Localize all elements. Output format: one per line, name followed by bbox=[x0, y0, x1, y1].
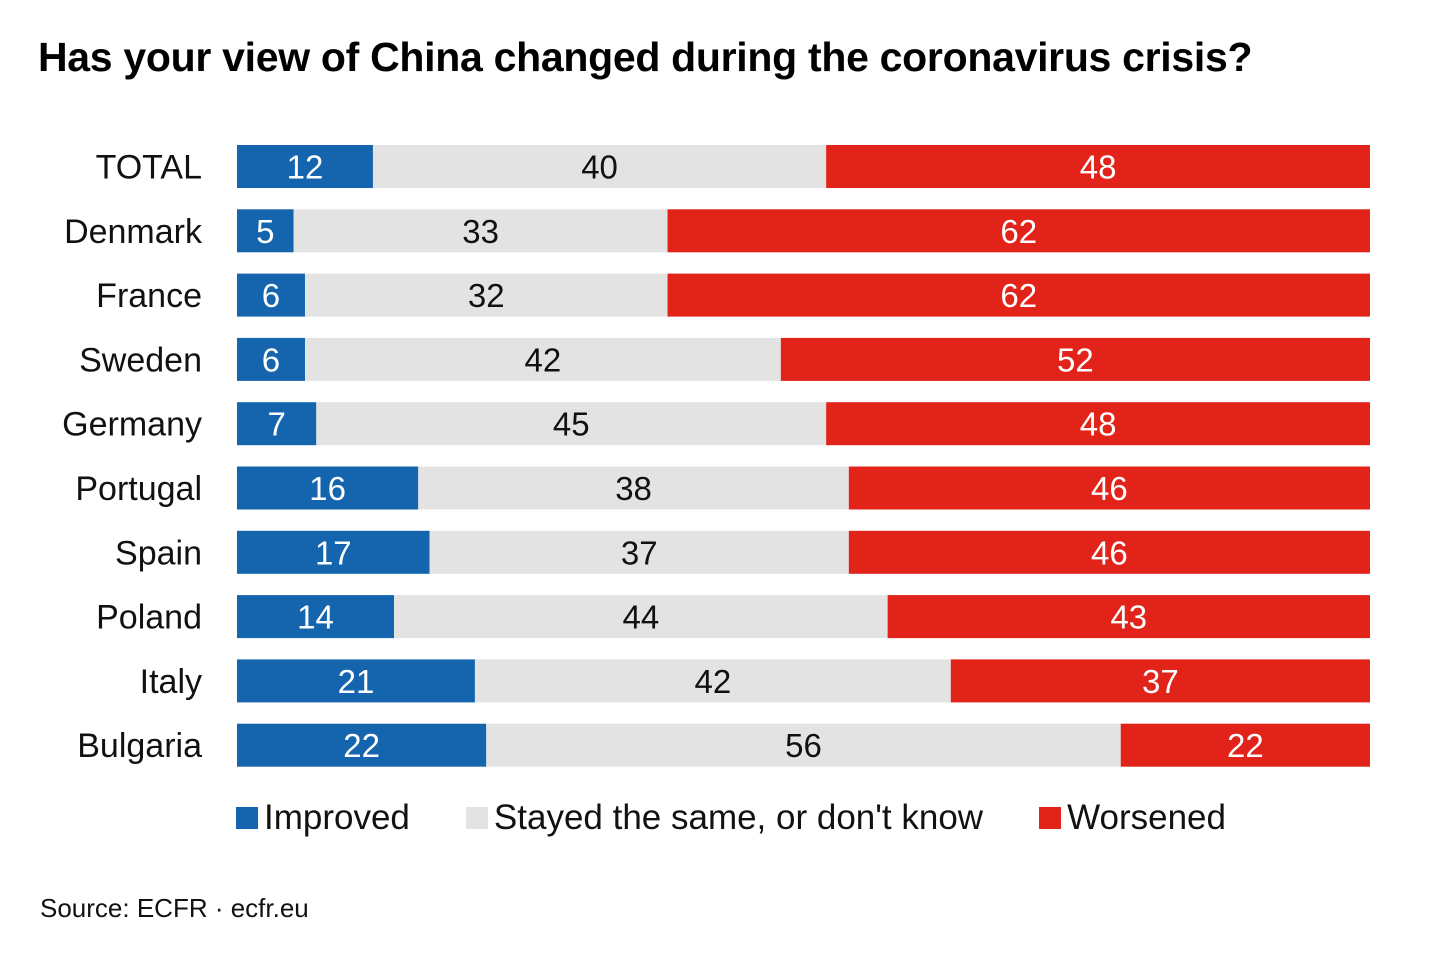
bar-sweden-stayed-same bbox=[304, 337, 781, 381]
value-label-total-worsened: 48 bbox=[1080, 149, 1117, 186]
bar-total-worsened bbox=[826, 145, 1370, 188]
legend-item-stayed-same: Stayed the same, or don't know bbox=[465, 798, 984, 838]
bar-poland-stayed-same bbox=[394, 595, 888, 639]
bar-portugal-worsened bbox=[848, 466, 1370, 510]
value-label-france-worsened: 62 bbox=[1000, 277, 1037, 314]
bar-sweden-worsened bbox=[780, 337, 1370, 381]
bar-portugal-improved bbox=[237, 466, 419, 510]
category-label-sweden: Sweden bbox=[79, 341, 202, 379]
value-label-france-stayed-same: 32 bbox=[468, 277, 505, 314]
legend-label-improved: Improved bbox=[264, 798, 410, 837]
bar-poland-worsened bbox=[887, 595, 1370, 639]
category-label-germany: Germany bbox=[62, 406, 202, 444]
stacked-bar-chart: TOTAL 12 40 48 Denmark 5 33 62 France 6 32 62 Sweden… bbox=[62, 145, 1370, 767]
value-label-poland-improved: 14 bbox=[297, 599, 334, 636]
value-label-portugal-stayed-same: 38 bbox=[615, 470, 652, 507]
legend-item-worsened: Worsened bbox=[1039, 798, 1226, 838]
source-note: Source: ECFR · ecfr.eu bbox=[40, 893, 309, 923]
value-label-portugal-improved: 16 bbox=[309, 470, 346, 507]
bar-italy-stayed-same bbox=[474, 659, 951, 703]
value-label-italy-stayed-same: 42 bbox=[695, 663, 732, 700]
category-label-total: TOTAL bbox=[96, 149, 202, 187]
bar-bulgaria-worsened bbox=[1120, 723, 1370, 767]
category-label-spain: Spain bbox=[115, 534, 202, 572]
value-label-france-improved: 6 bbox=[262, 277, 280, 314]
category-label-france: France bbox=[96, 277, 202, 315]
value-label-spain-improved: 17 bbox=[315, 534, 352, 571]
bar-france-stayed-same bbox=[304, 273, 668, 317]
bar-denmark-improved bbox=[237, 209, 294, 253]
value-label-denmark-improved: 5 bbox=[256, 213, 274, 250]
legend-swatch-worsened bbox=[1039, 807, 1062, 829]
value-label-italy-worsened: 37 bbox=[1142, 663, 1179, 700]
bar-germany-improved bbox=[237, 402, 317, 446]
bar-sweden-improved bbox=[237, 337, 305, 381]
bar-spain-improved bbox=[237, 530, 430, 574]
bar-total-stayed-same bbox=[372, 145, 827, 188]
value-label-sweden-improved: 6 bbox=[262, 341, 280, 378]
legend-label-stayed-same: Stayed the same, or don't know bbox=[493, 798, 984, 837]
value-label-denmark-worsened: 62 bbox=[1000, 213, 1037, 250]
value-label-germany-stayed-same: 45 bbox=[553, 406, 590, 443]
bar-spain-worsened bbox=[848, 530, 1370, 574]
legend-swatch-improved bbox=[236, 807, 258, 829]
value-label-poland-worsened: 43 bbox=[1110, 599, 1147, 636]
value-label-spain-stayed-same: 37 bbox=[621, 534, 658, 571]
bar-france-worsened bbox=[667, 273, 1370, 317]
bar-spain-stayed-same bbox=[429, 530, 849, 574]
value-label-poland-stayed-same: 44 bbox=[622, 599, 659, 636]
bar-france-improved bbox=[237, 273, 305, 317]
value-label-spain-worsened: 46 bbox=[1091, 534, 1128, 571]
bar-italy-worsened bbox=[950, 659, 1370, 703]
value-label-bulgaria-improved: 22 bbox=[343, 727, 380, 764]
value-label-sweden-worsened: 52 bbox=[1057, 341, 1094, 378]
legend-item-improved: Improved bbox=[236, 798, 410, 838]
bar-bulgaria-improved bbox=[237, 723, 487, 767]
value-label-bulgaria-stayed-same: 56 bbox=[785, 727, 822, 764]
value-label-germany-worsened: 48 bbox=[1080, 406, 1117, 443]
value-label-denmark-stayed-same: 33 bbox=[462, 213, 499, 250]
bar-germany-worsened bbox=[826, 402, 1370, 446]
legend-swatch-stayed-same bbox=[465, 807, 488, 829]
category-label-portugal: Portugal bbox=[75, 470, 202, 508]
bar-germany-stayed-same bbox=[316, 402, 827, 446]
bar-poland-improved bbox=[237, 595, 395, 639]
category-label-denmark: Denmark bbox=[64, 213, 203, 251]
bar-bulgaria-stayed-same bbox=[486, 723, 1121, 767]
category-label-italy: Italy bbox=[140, 663, 202, 701]
value-label-germany-improved: 7 bbox=[267, 406, 285, 443]
value-label-bulgaria-worsened: 22 bbox=[1227, 727, 1264, 764]
bar-denmark-worsened bbox=[667, 209, 1370, 253]
value-label-sweden-stayed-same: 42 bbox=[525, 341, 562, 378]
legend: Improved Stayed the same, or don't know … bbox=[236, 798, 1282, 838]
chart-title: Has your view of China changed during th… bbox=[38, 34, 1253, 80]
legend-label-worsened: Worsened bbox=[1067, 798, 1226, 837]
bar-total-improved bbox=[237, 145, 373, 188]
bar-denmark-stayed-same bbox=[293, 209, 668, 253]
bar-portugal-stayed-same bbox=[418, 466, 849, 510]
value-label-portugal-worsened: 46 bbox=[1091, 470, 1128, 507]
value-label-total-improved: 12 bbox=[287, 149, 324, 186]
category-label-poland: Poland bbox=[96, 599, 202, 637]
category-label-bulgaria: Bulgaria bbox=[77, 727, 202, 765]
bar-italy-improved bbox=[237, 659, 475, 703]
value-label-total-stayed-same: 40 bbox=[581, 149, 618, 186]
value-label-italy-improved: 21 bbox=[338, 663, 375, 700]
